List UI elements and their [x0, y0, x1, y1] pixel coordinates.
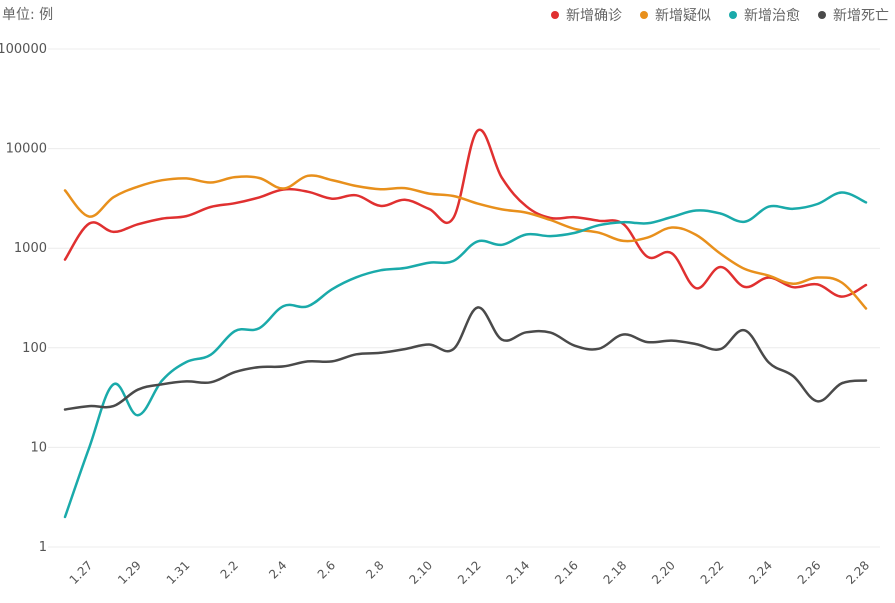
- x-tick-label: 2.12: [455, 558, 484, 587]
- orange-dot-icon: [640, 11, 648, 19]
- legend-label: 新增治愈: [744, 8, 800, 24]
- legend-label: 新增死亡: [833, 8, 889, 24]
- legend-item-confirmed[interactable]: 新增确诊: [551, 5, 622, 25]
- legend-item-deaths[interactable]: 新增死亡: [818, 5, 889, 25]
- x-tick-label: 2.20: [649, 558, 678, 587]
- x-tick-label: 2.18: [601, 558, 630, 587]
- x-tick-label: 1.31: [164, 558, 193, 587]
- y-tick-label: 1000: [14, 241, 47, 256]
- legend-item-cured[interactable]: 新增治愈: [729, 5, 800, 25]
- x-tick-label: 2.24: [746, 558, 775, 587]
- y-tick-label: 100000: [0, 42, 47, 57]
- dark-gray-dot-icon: [818, 11, 826, 19]
- x-tick-label: 2.10: [406, 558, 435, 587]
- series-line-deaths: [63, 306, 868, 411]
- x-tick-label: 2.26: [795, 558, 824, 587]
- y-tick-label: 100: [22, 341, 47, 356]
- x-tick-label: 2.6: [315, 558, 338, 581]
- teal-dot-icon: [729, 11, 737, 19]
- y-tick-label: 1: [39, 540, 47, 555]
- x-tick-label: 2.14: [504, 558, 533, 587]
- unit-label: 单位: 例: [2, 7, 54, 23]
- y-tick-label: 10000: [6, 142, 47, 157]
- legend-label: 新增确诊: [566, 8, 622, 24]
- red-dot-icon: [551, 11, 559, 19]
- x-tick-label: 2.4: [266, 558, 289, 581]
- x-tick-label: 2.22: [698, 558, 727, 587]
- legend-item-suspected[interactable]: 新增疑似: [640, 5, 711, 25]
- x-tick-label: 2.2: [218, 558, 241, 581]
- x-tick-label: 2.16: [552, 558, 581, 587]
- x-tick-label: 1.29: [115, 558, 144, 587]
- x-tick-label: 2.28: [843, 558, 872, 587]
- y-tick-label: 10: [30, 440, 47, 455]
- series-line-confirmed: [63, 128, 868, 298]
- x-tick-label: 2.8: [363, 558, 386, 581]
- series-line-suspected: [63, 174, 868, 310]
- legend-label: 新增疑似: [655, 8, 711, 24]
- x-tick-label: 1.27: [67, 558, 96, 587]
- series-line-cured: [63, 191, 868, 519]
- legend: 新增确诊 新增疑似 新增治愈 新增死亡: [551, 5, 889, 25]
